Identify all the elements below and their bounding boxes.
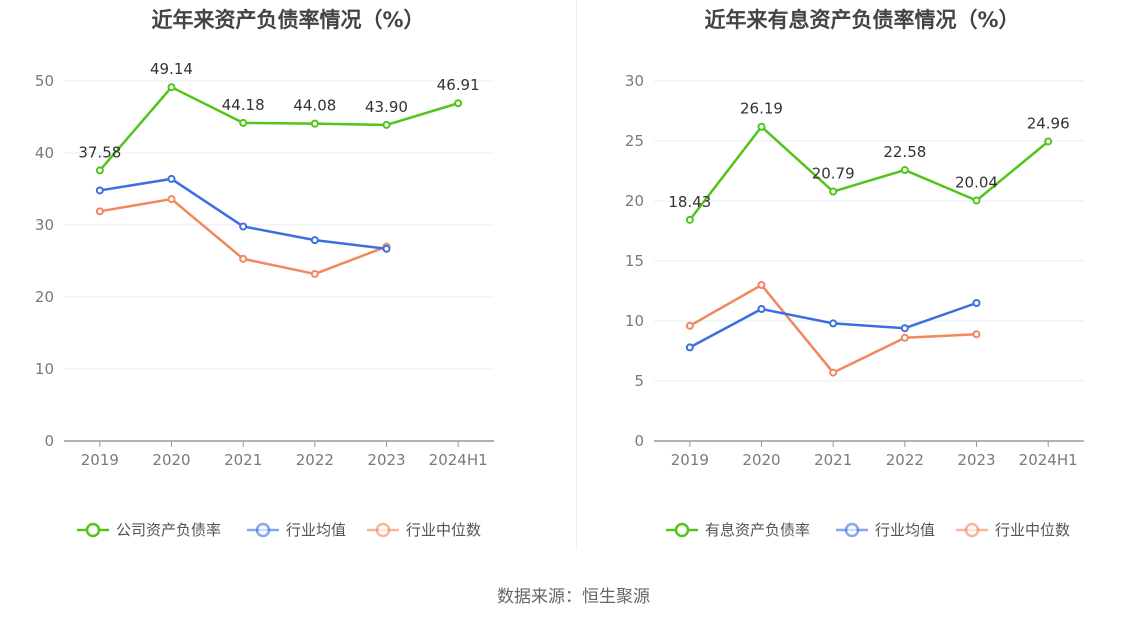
x-tick-label: 2023 — [957, 451, 995, 469]
legend-item: 行业中位数 — [367, 521, 481, 539]
legend-swatch-marker — [844, 522, 860, 538]
data-point — [167, 195, 176, 204]
data-label: 20.79 — [812, 165, 855, 183]
x-tick-label: 2021 — [224, 451, 262, 469]
data-label: 24.96 — [1027, 114, 1070, 132]
series-line-company — [98, 85, 459, 172]
y-tick-label: 50 — [35, 72, 54, 90]
data-point — [757, 281, 766, 289]
data-point — [239, 222, 248, 231]
data-label: 18.43 — [668, 193, 711, 211]
legend-item: 行业均值 — [836, 521, 935, 539]
legend-item: 行业均值 — [247, 521, 346, 539]
data-label: 20.04 — [955, 174, 998, 192]
x-tick-label: 2022 — [886, 451, 924, 469]
y-tick-label: 0 — [44, 432, 54, 450]
series-line-industry-avg — [99, 177, 387, 251]
left-chart-svg: 0 10 20 30 40 50 2019 2020 2021 2022 2023 2024H1 37.… — [35, 60, 494, 539]
data-point — [95, 186, 104, 195]
data-point — [685, 343, 694, 352]
chart-title: 近年来资产负债率情况（%） — [151, 8, 425, 32]
x-tick-label: 2019 — [81, 451, 119, 469]
data-point — [239, 254, 248, 263]
data-point — [95, 207, 104, 216]
x-tick-label: 2024H1 — [429, 451, 488, 469]
legend-item: 公司资产负债率 — [77, 521, 221, 539]
x-tick-label: 2023 — [367, 451, 405, 469]
y-tick-label: 10 — [625, 312, 644, 330]
data-point — [382, 120, 391, 129]
series-line-industry-median — [689, 283, 977, 374]
legend-item: 有息资产负债率 — [666, 521, 810, 539]
left-chart-panel: 近年来资产负债率情况（%） 0 10 20 30 40 50 2019 2020 2021 202… — [0, 0, 576, 560]
data-point — [1044, 137, 1053, 146]
data-point — [454, 99, 463, 108]
data-source: 数据来源：恒生聚源 — [497, 587, 650, 607]
y-tick-label: 0 — [634, 432, 644, 450]
x-tick-label: 2020 — [152, 451, 190, 469]
chart-title: 近年来有息资产负债率情况（%） — [704, 8, 1020, 32]
data-point — [95, 166, 104, 175]
legend-label: 公司资产负债率 — [116, 521, 221, 539]
data-point — [757, 305, 766, 313]
legend-item: 行业中位数 — [956, 521, 1070, 539]
data-point — [900, 324, 909, 333]
x-tick-label: 2022 — [296, 451, 334, 469]
right-chart-panel: 近年来有息资产负债率情况（%） 0 5 10 15 20 25 30 2019 2020 2021… — [577, 0, 1147, 560]
data-point — [972, 299, 981, 307]
legend-swatch-marker — [674, 522, 690, 538]
data-point — [310, 119, 319, 128]
legend-label: 行业均值 — [286, 521, 346, 539]
legend-label: 行业中位数 — [995, 521, 1070, 539]
data-point — [972, 196, 981, 205]
data-label: 26.19 — [740, 100, 783, 118]
data-label: 44.08 — [293, 97, 336, 115]
data-point — [757, 122, 766, 131]
data-point — [167, 83, 176, 92]
data-point — [310, 269, 319, 278]
series-line-company — [688, 125, 1049, 221]
x-tick-label: 2021 — [814, 451, 852, 469]
data-point — [239, 118, 248, 127]
data-point — [310, 236, 319, 245]
x-tick-label: 2020 — [742, 451, 780, 469]
data-label: 46.91 — [437, 76, 480, 94]
panel-divider — [576, 0, 577, 550]
data-point — [685, 215, 694, 224]
data-point — [829, 187, 838, 196]
legend-swatch-marker — [964, 522, 980, 538]
data-point — [382, 244, 391, 253]
legend-label: 行业中位数 — [406, 521, 481, 539]
data-point — [829, 368, 838, 377]
data-point — [167, 174, 176, 183]
data-point — [900, 333, 909, 342]
data-point — [900, 166, 909, 175]
y-tick-label: 30 — [625, 72, 644, 90]
data-label: 43.90 — [365, 98, 408, 116]
y-tick-label: 30 — [35, 216, 54, 234]
x-tick-label: 2019 — [671, 451, 709, 469]
data-label: 22.58 — [883, 143, 926, 161]
data-point — [685, 321, 694, 330]
legend-swatch-marker — [255, 522, 271, 538]
y-tick-label: 25 — [625, 132, 644, 150]
y-tick-label: 20 — [35, 288, 54, 306]
data-point — [829, 319, 838, 328]
data-label: 37.58 — [78, 143, 121, 161]
legend-swatch-marker — [375, 522, 391, 538]
legend-swatch-marker — [85, 522, 101, 538]
y-tick-label: 5 — [634, 372, 644, 390]
legend-label: 行业均值 — [875, 521, 935, 539]
legend-label: 有息资产负债率 — [705, 521, 810, 539]
y-tick-label: 20 — [625, 192, 644, 210]
right-chart-svg: 0 5 10 15 20 25 30 2019 2020 2021 2022 2023 2024H1 18… — [625, 72, 1084, 539]
data-point — [972, 330, 981, 339]
x-tick-label: 2024H1 — [1019, 451, 1078, 469]
y-tick-label: 15 — [625, 252, 644, 270]
y-tick-label: 40 — [35, 144, 54, 162]
data-label: 44.18 — [222, 96, 265, 114]
y-tick-label: 10 — [35, 360, 54, 378]
data-label: 49.14 — [150, 60, 193, 78]
